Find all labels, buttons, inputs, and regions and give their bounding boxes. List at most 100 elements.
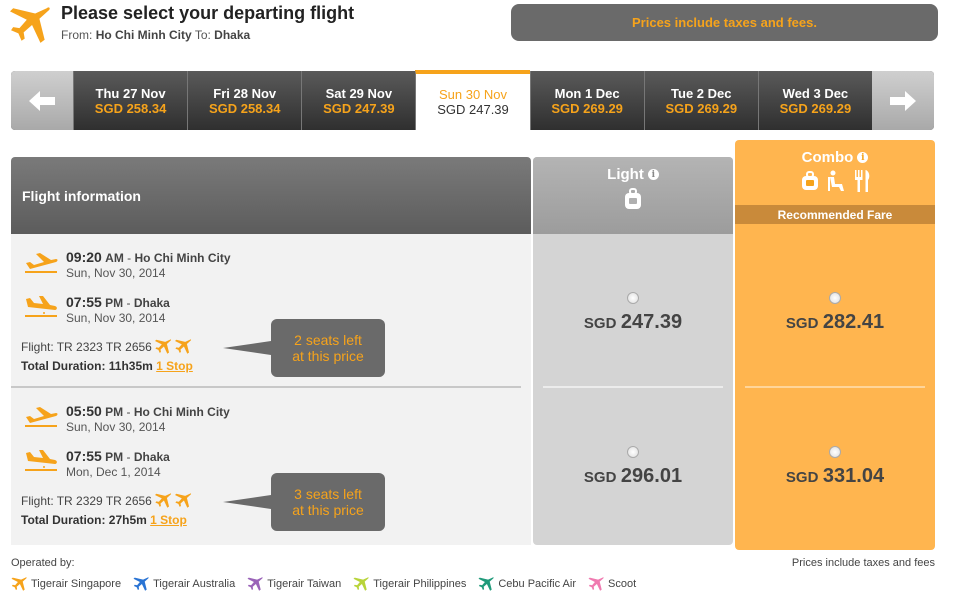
airline-name: Scoot xyxy=(608,578,637,590)
date-price: SGD 247.39 xyxy=(437,102,509,117)
airline-legend-item: Cebu Pacific Air xyxy=(478,576,576,592)
flight-info-header: Flight information xyxy=(11,157,531,234)
departure-city: Ho Chi Minh City xyxy=(134,251,231,265)
arrival-icon xyxy=(25,450,57,471)
airline-legend: Tigerair Singapore Tigerair Australia Tige… xyxy=(11,576,636,592)
arrival-city: Dhaka xyxy=(133,450,170,464)
airplane-icon xyxy=(353,577,369,591)
info-icon[interactable]: i xyxy=(857,152,869,163)
combo-fare-price: SGD 282.41 xyxy=(785,311,885,333)
cabin-bag-icon xyxy=(625,188,641,209)
origin-city: Ho Chi Minh City xyxy=(95,28,192,42)
arrival-icon xyxy=(25,296,57,317)
next-dates-button[interactable] xyxy=(872,71,934,130)
airline-legend-item: Tigerair Singapore xyxy=(11,576,121,592)
date-tab[interactable]: Wed 3 Dec SGD 269.29 xyxy=(757,71,872,130)
date-price: SGD 269.29 xyxy=(551,100,623,116)
arrow-right-icon xyxy=(890,90,916,111)
date-tab[interactable]: Tue 2 Dec SGD 269.29 xyxy=(643,71,758,130)
date-tabs: Thu 27 Nov SGD 258.34 Fri 28 Nov SGD 258.34… xyxy=(73,70,872,130)
airline-legend-item: Tigerair Australia xyxy=(133,576,235,592)
airplane-icon xyxy=(247,577,263,591)
date-label: Sat 29 Nov xyxy=(325,85,393,101)
airline-name: Tigerair Philippines xyxy=(373,578,467,590)
row-divider xyxy=(11,386,521,388)
airplane-icon xyxy=(588,577,604,591)
date-label: Wed 3 Dec xyxy=(782,85,849,101)
airplane-icon xyxy=(154,339,171,354)
date-tab[interactable]: Sun 30 Nov SGD 247.39 xyxy=(415,70,530,130)
price-footnote: Prices include taxes and fees xyxy=(791,557,935,569)
airline-legend-item: Tigerair Philippines xyxy=(353,576,466,592)
departure-date: Sun, Nov 30, 2014 xyxy=(66,266,166,280)
date-price: SGD 258.34 xyxy=(208,100,281,116)
previous-dates-button[interactable] xyxy=(11,71,73,130)
airplane-icon xyxy=(133,577,149,591)
date-label: Fri 28 Nov xyxy=(213,85,277,101)
stops-link[interactable]: 1 Stop xyxy=(150,513,187,527)
light-fare-price: SGD 296.01 xyxy=(583,465,683,487)
airplane-icon xyxy=(154,493,171,508)
seats-left-tooltip: 2 seats left at this price xyxy=(223,319,385,377)
date-tab[interactable]: Sat 29 Nov SGD 247.39 xyxy=(301,71,416,130)
combo-fare-radio[interactable] xyxy=(829,446,841,458)
date-label: Tue 2 Dec xyxy=(671,85,732,101)
total-duration: Total Duration: 11h35m 1 Stop xyxy=(21,359,193,373)
light-fare-radio[interactable] xyxy=(627,292,639,304)
date-price: SGD 269.29 xyxy=(665,100,738,116)
operated-by-label: Operated by: xyxy=(11,557,75,569)
combo-divider xyxy=(745,386,925,388)
combo-fare-title: Combo xyxy=(801,149,854,166)
date-tab[interactable]: Thu 27 Nov SGD 258.34 xyxy=(73,71,188,130)
combo-fare-radio[interactable] xyxy=(829,292,841,304)
airline-legend-item: Tigerair Taiwan xyxy=(247,576,341,592)
airplane-icon xyxy=(174,339,191,354)
seat-icon xyxy=(828,170,844,191)
combo-fare-header: Combo i Recommended Fare xyxy=(735,140,935,234)
airplane-icon xyxy=(11,577,27,591)
recommended-fare-badge: Recommended Fare xyxy=(735,205,935,224)
airline-name: Tigerair Taiwan xyxy=(267,578,342,590)
arrival-date: Mon, Dec 1, 2014 xyxy=(66,465,161,479)
airline-legend-item: Scoot xyxy=(588,576,636,592)
departure-icon xyxy=(25,407,58,427)
flight-number: Flight: TR 2329 TR 2656 xyxy=(21,492,192,509)
departure-time: 09:20 AM - Ho Chi Minh City xyxy=(66,249,231,265)
date-tab[interactable]: Fri 28 Nov SGD 258.34 xyxy=(187,71,302,130)
light-fare-radio[interactable] xyxy=(627,446,639,458)
airline-name: Tigerair Australia xyxy=(153,578,236,590)
airplane-logo-icon xyxy=(10,7,50,43)
light-fare-title: Light xyxy=(607,166,644,183)
combo-benefits xyxy=(735,170,935,192)
tax-info-banner: Prices include taxes and fees. xyxy=(511,4,938,41)
light-fare-header: Light i xyxy=(533,157,733,234)
date-label: Sun 30 Nov xyxy=(439,87,507,102)
page-title: Please select your departing flight xyxy=(61,3,355,23)
info-icon[interactable]: i xyxy=(647,169,659,180)
date-price: SGD 247.39 xyxy=(323,100,395,116)
flight-number: Flight: TR 2323 TR 2656 xyxy=(21,338,192,355)
arrival-time: 07:55 PM - Dhaka xyxy=(66,294,170,310)
departure-icon xyxy=(25,253,58,273)
date-selector: Thu 27 Nov SGD 258.34 Fri 28 Nov SGD 258.34… xyxy=(11,70,934,130)
date-price: SGD 269.29 xyxy=(779,100,852,116)
airplane-icon xyxy=(174,493,191,508)
stops-link[interactable]: 1 Stop xyxy=(156,359,193,373)
meal-icon xyxy=(855,170,870,192)
airline-name: Cebu Pacific Air xyxy=(498,578,576,590)
departure-date: Sun, Nov 30, 2014 xyxy=(66,420,166,434)
departure-city: Ho Chi Minh City xyxy=(133,405,230,419)
date-tab[interactable]: Mon 1 Dec SGD 269.29 xyxy=(529,71,644,130)
airplane-icon xyxy=(478,577,494,591)
airline-name: Tigerair Singapore xyxy=(31,578,122,590)
light-divider xyxy=(543,386,723,388)
date-price: SGD 258.34 xyxy=(94,100,167,116)
arrow-left-icon xyxy=(29,90,55,111)
destination-city: Dhaka xyxy=(214,28,251,42)
date-label: Mon 1 Dec xyxy=(554,85,620,101)
seats-left-tooltip: 3 seats left at this price xyxy=(223,473,385,531)
arrival-date: Sun, Nov 30, 2014 xyxy=(66,311,166,325)
combo-fare-price: SGD 331.04 xyxy=(785,465,885,487)
total-duration: Total Duration: 27h5m 1 Stop xyxy=(21,513,187,527)
baggage-icon xyxy=(802,171,818,190)
